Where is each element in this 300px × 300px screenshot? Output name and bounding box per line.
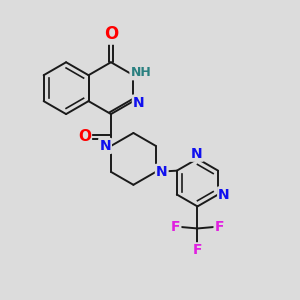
Text: F: F — [193, 243, 202, 257]
Text: O: O — [78, 129, 91, 144]
Text: N: N — [133, 96, 145, 110]
Text: N: N — [218, 188, 230, 202]
Text: N: N — [191, 147, 203, 161]
Text: NH: NH — [130, 66, 151, 80]
Text: O: O — [104, 26, 118, 44]
Text: F: F — [214, 220, 224, 234]
Text: F: F — [171, 220, 180, 234]
Text: N: N — [99, 139, 111, 153]
Text: N: N — [156, 165, 167, 179]
